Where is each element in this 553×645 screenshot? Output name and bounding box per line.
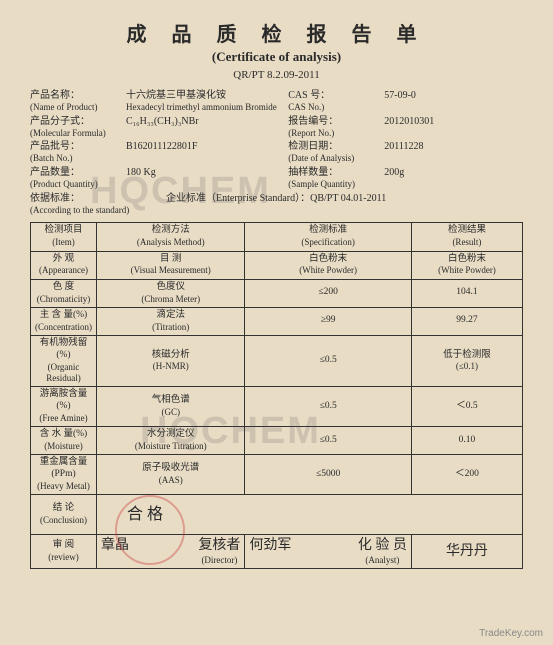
lbl-date-en: (Date of Analysis) [288, 153, 378, 165]
lbl-qty-cn: 产品数量： [30, 167, 80, 178]
table-row: 重金属含量(PPm)(Heavy Metal)原子吸收光谱(AAS)≤5000＜… [31, 455, 523, 495]
val-product-en: Hexadecyl trimethyl ammonium Bromide [126, 102, 288, 114]
lbl-sample-cn: 抽样数量： [288, 167, 338, 178]
title-en: (Certificate of analysis) [30, 49, 523, 65]
conclusion-label-cn: 结 论 [53, 503, 74, 513]
analyst-sig: 华丹丹 [446, 544, 488, 559]
lbl-report-cn: 报告编号： [288, 116, 338, 127]
val-formula: C₁₆H₃₃(CH₃)₃NBr [126, 116, 199, 127]
val-product-cn: 十六烷基三甲基溴化铵 [126, 90, 226, 101]
table-row: 主 含 量(%)(Concentration)滴定法(Titration)≥99… [31, 307, 523, 335]
val-report: 2012010301 [384, 116, 434, 127]
lbl-product-cn: 产品名称： [30, 90, 80, 101]
table-row: 含 水 量(%)(Moisture)水分测定仪(Moisture Titrati… [31, 427, 523, 455]
lbl-batch-cn: 产品批号： [30, 141, 80, 152]
val-qty: 180 Kg [126, 167, 156, 178]
director-label-en: (Director) [198, 555, 240, 566]
lbl-date-cn: 检测日期： [288, 141, 338, 152]
table-header: 检测结果(Result) [411, 223, 522, 251]
lbl-formula-en: (Molecular Formula) [30, 128, 120, 140]
lbl-qty-en: (Product Quantity) [30, 179, 120, 191]
lbl-formula-cn: 产品分子式： [30, 116, 90, 127]
val-sample: 200g [384, 167, 404, 178]
lbl-cas-cn: CAS 号： [288, 90, 330, 101]
header-block: 产品名称： (Name of Product) 十六烷基三甲基溴化铵 Hexad… [30, 89, 523, 216]
table-header: 检测项目(Item) [31, 223, 97, 251]
analyst-label-en: (Analyst) [358, 555, 407, 566]
val-cas: 57-09-0 [384, 90, 416, 101]
lbl-report-en: (Report No.) [288, 128, 378, 140]
lbl-cas-en: CAS No.) [288, 102, 378, 114]
doc-number: QR/PT 8.2.09-2011 [30, 69, 523, 81]
conclusion-label-en: (Conclusion) [35, 515, 92, 526]
lbl-product-en: (Name of Product) [30, 102, 120, 114]
analyst-label-cn: 化 验 员 [358, 538, 407, 553]
lbl-sample-en: (Sample Quantity) [288, 179, 378, 191]
director-sig: 何劲军 [249, 537, 291, 555]
director-label-cn: 复核者 [198, 538, 240, 553]
conclusion-value: 合 格 [127, 506, 163, 523]
table-row: 有机物残留(%)(Organic Residual)核磁分析(H-NMR)≤0.… [31, 335, 523, 386]
review-label-en: (review) [35, 552, 92, 563]
review-label-cn: 审 阅 [53, 540, 74, 550]
val-std: 企业标准（Enterprise Standard）：QB/PT 04.01-20… [166, 193, 386, 204]
review-sig: 章晶 [101, 537, 129, 555]
table-row: 色 度(Chromaticity)色度仪(Chroma Meter)≤20010… [31, 279, 523, 307]
lbl-batch-en: (Batch No.) [30, 153, 120, 165]
val-date: 20111228 [384, 141, 423, 152]
val-batch: B162011122801F [126, 141, 198, 152]
footer-watermark: TradeKey.com [479, 628, 543, 639]
table-header: 检测标准(Specification) [245, 223, 411, 251]
title-cn: 成 品 质 检 报 告 单 [30, 18, 523, 47]
lbl-std-cn: 依据标准： [30, 193, 80, 204]
table-row: 外 观(Appearance)目 测(Visual Measurement)白色… [31, 251, 523, 279]
table-row: 游离胺含量(%)(Free Amine)气相色谱(GC)≤0.5＜0.5 [31, 387, 523, 427]
lbl-std-en: (According to the standard) [30, 205, 160, 217]
analysis-table: 检测项目(Item)检测方法(Analysis Method)检测标准(Spec… [30, 222, 523, 569]
table-header: 检测方法(Analysis Method) [96, 223, 244, 251]
